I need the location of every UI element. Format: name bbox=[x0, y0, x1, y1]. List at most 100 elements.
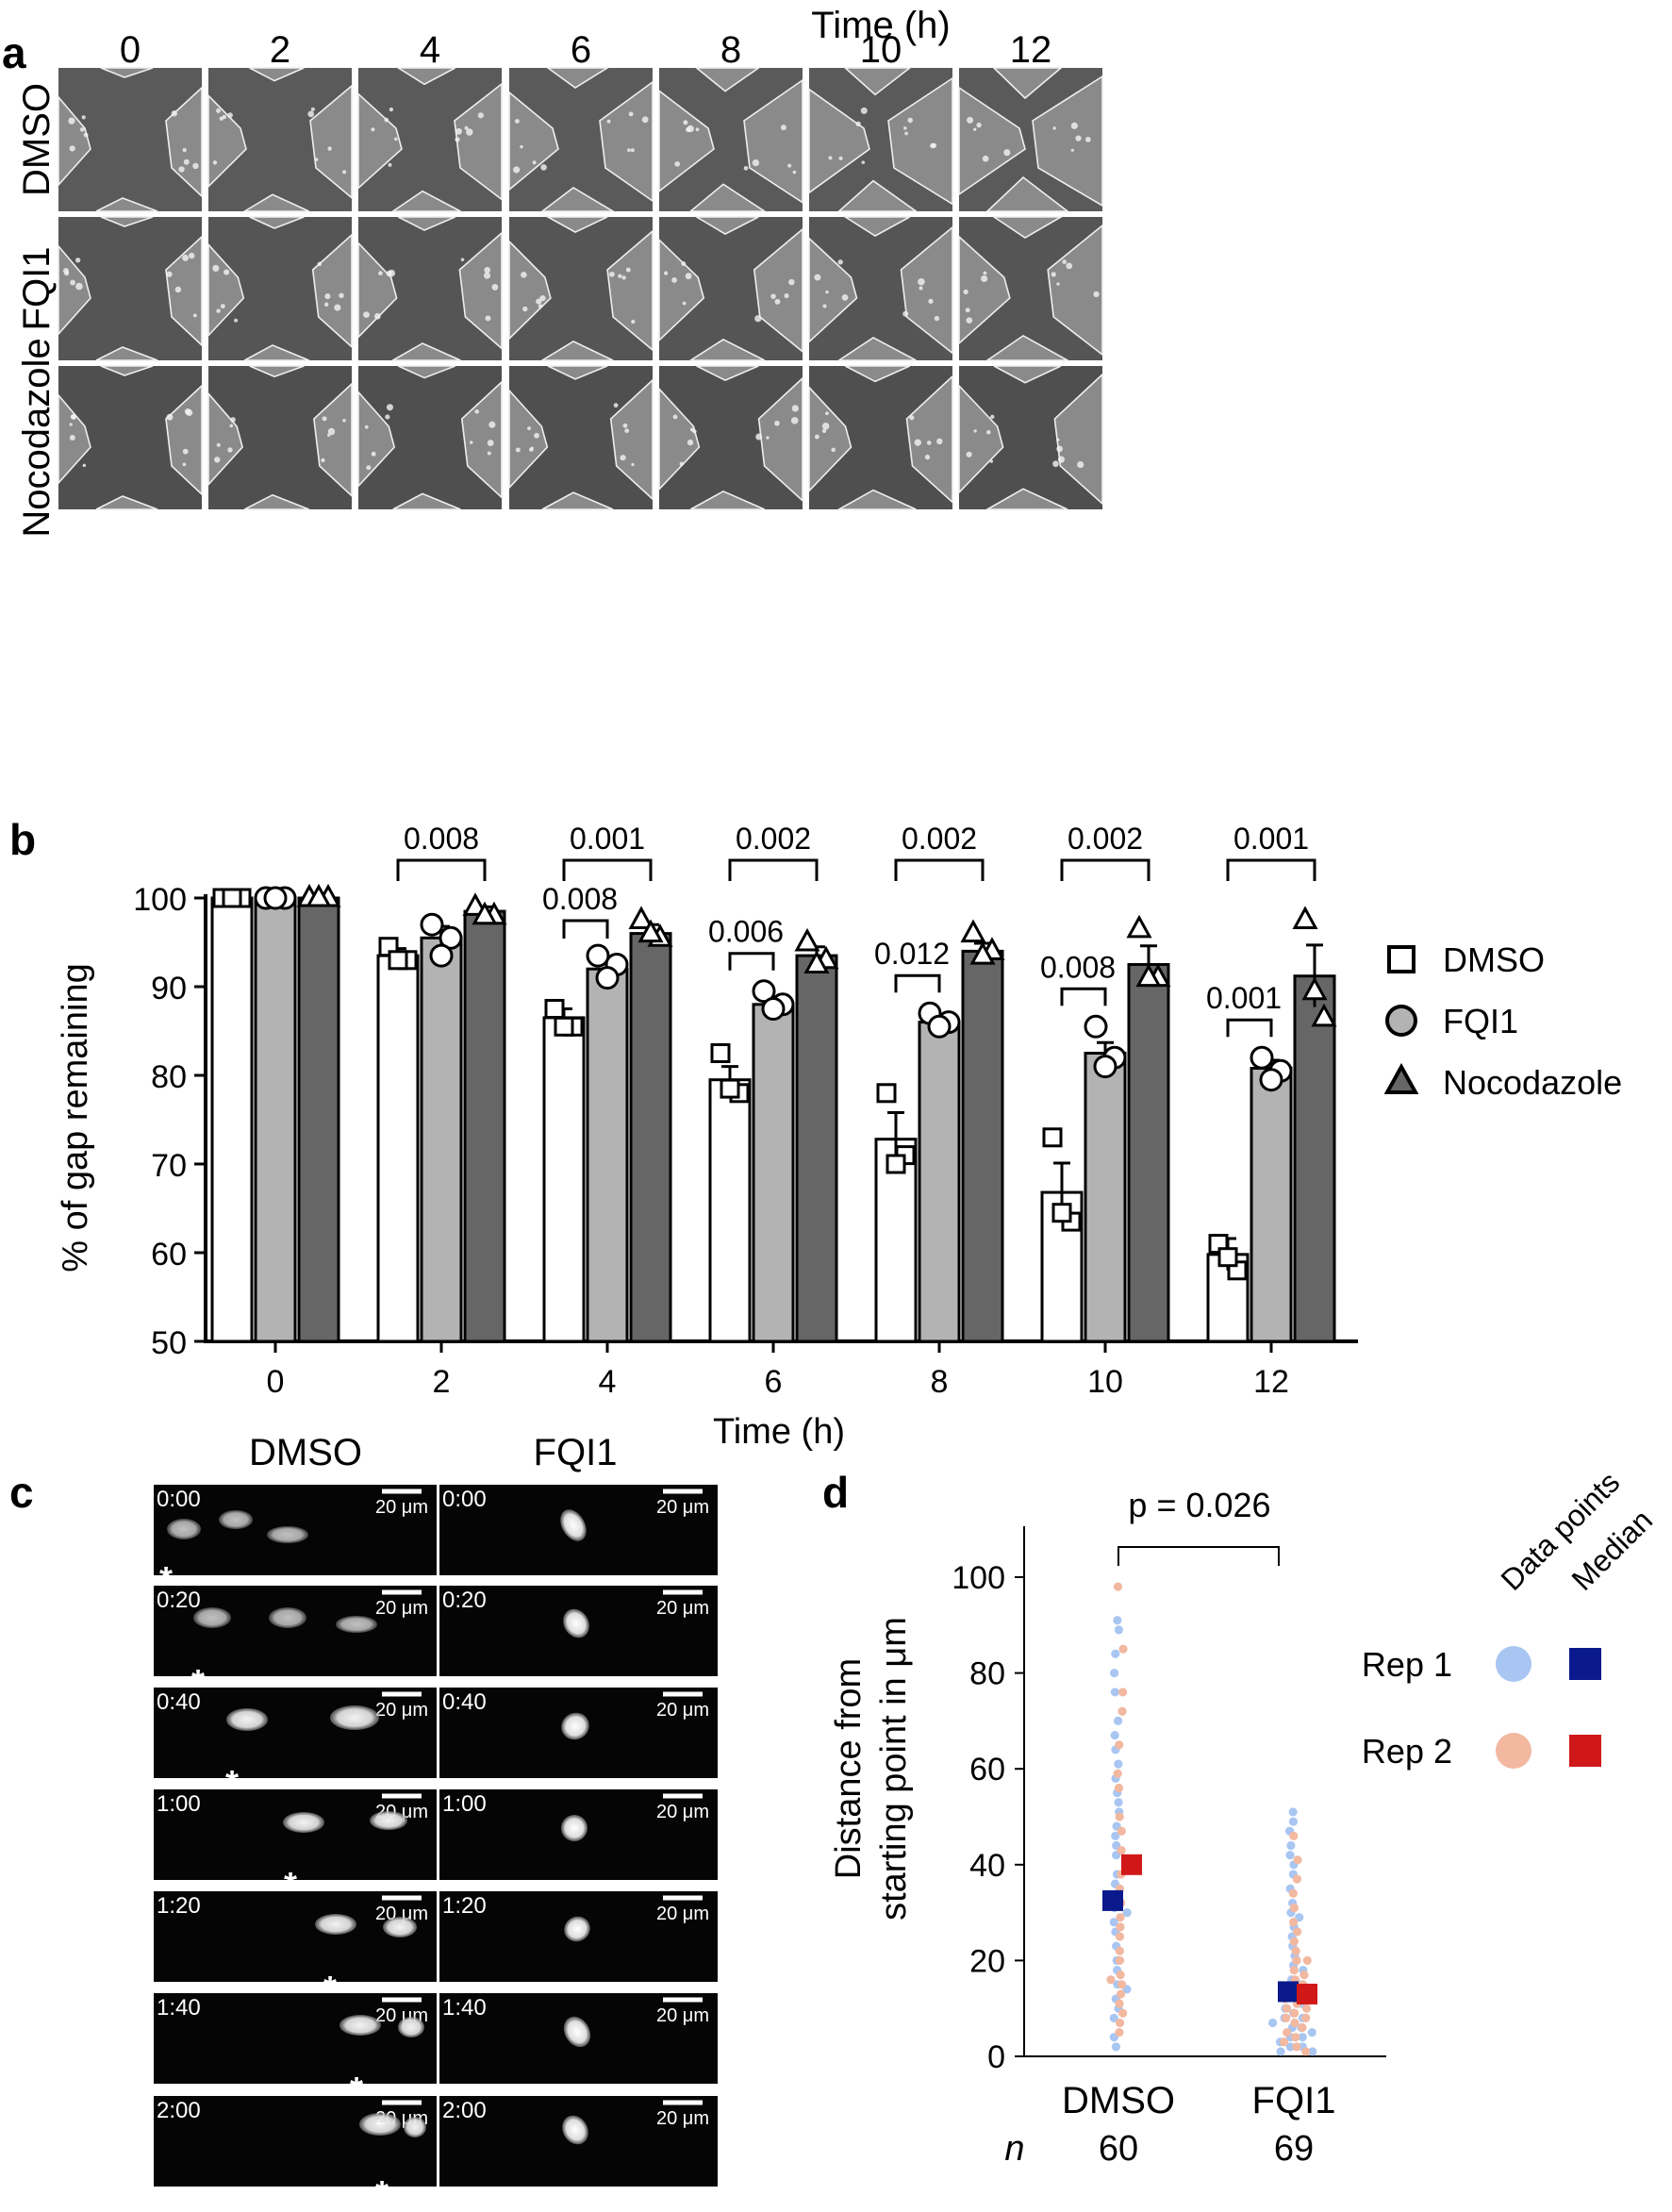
bright-cell bbox=[766, 436, 770, 440]
bright-cell bbox=[323, 302, 329, 307]
bright-cell bbox=[855, 121, 861, 126]
bright-cell bbox=[672, 414, 678, 420]
timelapse-frame-dmso-0h20: 0:20 20 μm* bbox=[154, 1586, 437, 1701]
micrograph-fqi1-4h bbox=[357, 216, 503, 361]
bright-cell bbox=[389, 107, 394, 112]
d-median-rep1-fqi1 bbox=[1278, 1981, 1299, 2003]
d-point-rep2-fqi1 bbox=[1293, 1855, 1302, 1865]
bright-cell bbox=[907, 117, 913, 124]
d-median-rep2-fqi1 bbox=[1297, 1983, 1317, 2004]
cell-sheet-edge-2 bbox=[397, 216, 455, 231]
timelapse-grid: 0:00 20 μm*0:00 20 μm0:20 20 μm*0:20 20 μm0:… bbox=[154, 1485, 718, 2212]
b-y-tick-label: 60 bbox=[151, 1237, 187, 1272]
bright-cell bbox=[918, 277, 925, 286]
d-point-rep2-fqi1 bbox=[1279, 2037, 1289, 2047]
bright-cell bbox=[324, 293, 331, 300]
bright-cell bbox=[327, 427, 336, 436]
d-point-rep2-fqi1 bbox=[1302, 1955, 1312, 1965]
bright-cell bbox=[687, 439, 694, 446]
bright-cell bbox=[460, 258, 465, 262]
scale-bar-label: 20 μm bbox=[656, 1904, 709, 1924]
nucleus bbox=[267, 1526, 308, 1543]
micrograph-fqi1-2h bbox=[207, 216, 353, 361]
bright-cell bbox=[695, 127, 700, 132]
b-legend-marker-fqi1 bbox=[1385, 1005, 1417, 1037]
b-bracket-6h-nocodazole bbox=[728, 858, 819, 881]
bright-cell bbox=[1075, 135, 1082, 141]
b-x-tick-label: 4 bbox=[599, 1364, 617, 1400]
timestamp-label: 1:20 bbox=[157, 1893, 201, 1919]
cell-sheet-edge-2 bbox=[100, 216, 154, 227]
bright-cell bbox=[386, 270, 393, 277]
d-point-rep1-dmso bbox=[1109, 2013, 1118, 2022]
b-bar-fqi1-2h bbox=[420, 936, 463, 1343]
d-point-rep2-dmso bbox=[1116, 1913, 1125, 1922]
d-point-rep2-fqi1 bbox=[1283, 2028, 1292, 2037]
micrograph-grid bbox=[58, 67, 1103, 510]
d-point-rep1-dmso bbox=[1113, 1616, 1122, 1625]
cell-sheet-edge-3 bbox=[539, 187, 616, 212]
d-y-axis-title-line2: starting point in μm bbox=[874, 1617, 914, 1921]
d-medians bbox=[1102, 1854, 1317, 2004]
bright-cell bbox=[540, 164, 547, 171]
bright-cell bbox=[229, 424, 234, 428]
bright-cell bbox=[674, 161, 681, 167]
d-y-tick-label: 100 bbox=[952, 1560, 1005, 1596]
d-point-rep1-dmso bbox=[1111, 1831, 1120, 1840]
panel-a: Time (h) 0 2 4 6 8 10 12 DMSO FQI1 Nocodazole bbox=[16, 5, 1103, 538]
b-point-nocodazole bbox=[306, 883, 332, 907]
bright-cell bbox=[189, 252, 195, 259]
bright-cell bbox=[682, 301, 687, 306]
b-bar-fqi1-0h bbox=[254, 896, 297, 1343]
d-point-rep2-fqi1 bbox=[1289, 1965, 1299, 1975]
bright-cell bbox=[752, 158, 760, 167]
bright-cell bbox=[841, 294, 849, 301]
d-point-rep1-dmso bbox=[1114, 1798, 1123, 1807]
bright-cell bbox=[1077, 460, 1084, 469]
d-legend-point-swatch bbox=[1496, 1733, 1531, 1769]
d-point-rep2-dmso bbox=[1115, 2028, 1124, 2037]
scale-bar-label: 20 μm bbox=[375, 1598, 428, 1619]
bright-cell bbox=[69, 423, 73, 426]
frame-background bbox=[154, 1993, 437, 2084]
bright-cell bbox=[909, 415, 915, 421]
nucleus bbox=[564, 1916, 590, 1942]
d-point-rep2-fqi1 bbox=[1290, 2018, 1300, 2028]
tracked-cell-marker: * bbox=[375, 2173, 389, 2212]
b-x-ticks: 0 2 4 6 8 10 12 bbox=[267, 1341, 1289, 1400]
b-point-dmso bbox=[388, 950, 408, 971]
bright-cell bbox=[989, 459, 994, 463]
bright-cell bbox=[321, 457, 325, 463]
b-point-dmso bbox=[720, 1078, 740, 1099]
cell-sheet-edge-1 bbox=[887, 76, 953, 206]
bright-cell bbox=[485, 315, 491, 322]
timelapse-frame-fqi1-0h20: 0:20 20 μm bbox=[439, 1586, 718, 1676]
bright-cell bbox=[774, 420, 780, 426]
nucleus bbox=[370, 1811, 407, 1830]
row-label-dmso: DMSO bbox=[16, 83, 58, 196]
d-point-rep1-dmso bbox=[1110, 1688, 1119, 1697]
bright-cell bbox=[183, 158, 190, 165]
b-bar-nocodazole-0h bbox=[297, 896, 340, 1343]
micrograph-dmso-6h bbox=[508, 67, 654, 212]
d-point-rep1-fqi1 bbox=[1298, 2033, 1307, 2042]
d-point-rep2-dmso bbox=[1115, 1999, 1124, 2008]
bright-cell bbox=[366, 465, 372, 471]
time-point-label-0h: 0 bbox=[120, 29, 141, 71]
b-y-tick-label: 90 bbox=[151, 971, 187, 1006]
d-point-rep2-fqi1 bbox=[1282, 2004, 1292, 2013]
b-bracket-2h-nocodazole bbox=[396, 858, 487, 881]
cell-sheet-edge-1 bbox=[1032, 75, 1103, 208]
cell-sheet-edge-2 bbox=[249, 67, 305, 82]
d-y-ticks: 0 20 40 60 80 100 bbox=[952, 1560, 1024, 2075]
bright-cell bbox=[487, 451, 491, 456]
d-point-rep2-dmso bbox=[1113, 1769, 1122, 1778]
bright-cell bbox=[455, 127, 462, 135]
b-significance-brackets: 0.008 0.008 0.001 0.006 0.002 0.012 0.002 0.008… bbox=[396, 822, 1316, 1038]
d-point-rep2-fqi1 bbox=[1301, 2047, 1311, 2056]
d-point-rep2-fqi1 bbox=[1282, 2013, 1291, 2022]
bright-cell bbox=[787, 163, 792, 168]
d-point-rep2-fqi1 bbox=[1289, 1903, 1300, 1913]
cell-sheet-edge-2 bbox=[693, 216, 759, 235]
nucleus bbox=[563, 2016, 591, 2048]
